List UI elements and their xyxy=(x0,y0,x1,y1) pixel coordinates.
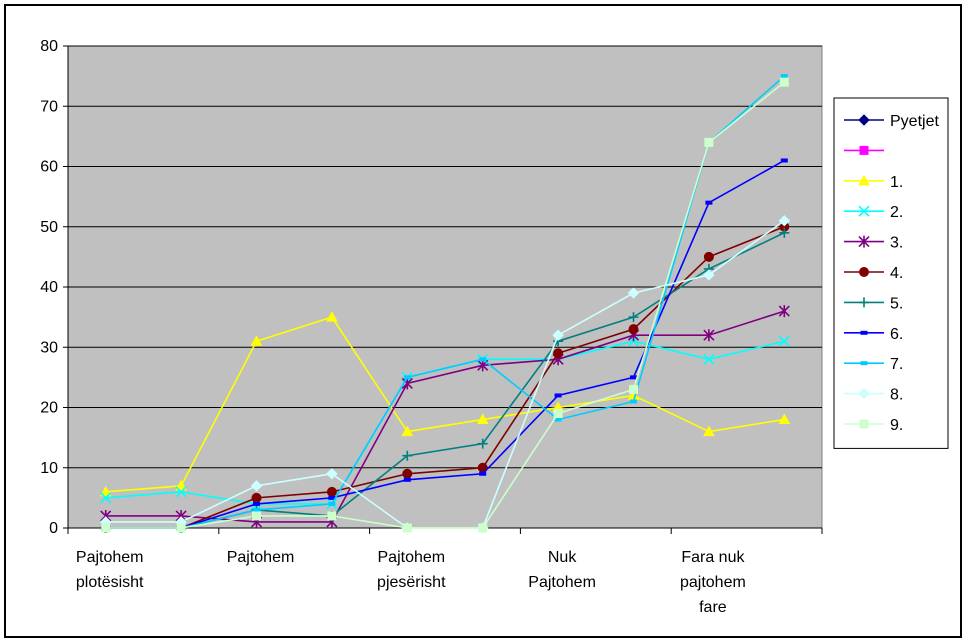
data-point xyxy=(629,325,638,334)
data-point xyxy=(404,376,410,379)
legend-marker xyxy=(860,420,868,428)
data-point xyxy=(631,376,637,379)
x-category-label: Pajtohem xyxy=(528,574,596,591)
x-category-label: pajtohem xyxy=(680,574,746,591)
legend-marker xyxy=(860,146,868,154)
data-point xyxy=(554,349,563,358)
y-tick-label: 10 xyxy=(40,460,58,477)
y-axis-ticks: 0 10 20 30 40 50 60 70 80 xyxy=(40,38,68,537)
x-category-label: Pajtohem xyxy=(378,549,446,566)
x-category-label: plotësisht xyxy=(76,574,144,591)
data-point xyxy=(403,469,412,478)
data-point xyxy=(254,502,260,505)
x-category-label: Pajtohem xyxy=(76,549,144,566)
data-point xyxy=(554,410,562,418)
legend: Pyetjet 1. 2. 3. 4. 5. 6. 7. 8. 9. xyxy=(834,98,948,448)
legend-label: Pyetjet xyxy=(890,113,939,130)
y-tick-label: 0 xyxy=(49,520,58,537)
data-point xyxy=(327,487,336,496)
legend-label: 9. xyxy=(890,417,903,434)
data-point xyxy=(252,493,261,502)
y-tick-label: 30 xyxy=(40,339,58,356)
legend-label: 7. xyxy=(890,356,903,373)
y-tick-label: 70 xyxy=(40,98,58,115)
data-point xyxy=(555,418,561,421)
data-point xyxy=(705,138,713,146)
x-category-label: Pajtohem xyxy=(227,549,295,566)
data-point xyxy=(328,512,336,520)
x-category-label: pjesërisht xyxy=(377,574,446,591)
legend-label: 2. xyxy=(890,204,903,221)
x-axis-ticks: Pajtohem plotësisht Pajtohem Pajtohem pjesër… xyxy=(68,528,822,616)
x-category-label: fare xyxy=(699,599,727,616)
data-point xyxy=(780,78,788,86)
data-point xyxy=(404,478,410,481)
chart-frame: 0 10 20 30 40 50 60 70 80 Pajtohem plotësisht Pajt… xyxy=(4,4,962,638)
legend-marker xyxy=(861,331,867,334)
y-tick-label: 80 xyxy=(40,38,58,55)
legend-label: 4. xyxy=(890,265,903,282)
x-category-label: Fara nuk xyxy=(681,549,745,566)
data-point xyxy=(479,524,487,532)
data-point xyxy=(781,159,787,162)
legend-label: 3. xyxy=(890,235,903,252)
data-point xyxy=(254,508,260,511)
legend-label: 5. xyxy=(890,295,903,312)
legend-label: 6. xyxy=(890,326,903,343)
data-point xyxy=(781,75,787,78)
data-point xyxy=(329,502,335,505)
data-point xyxy=(403,524,411,532)
data-point xyxy=(631,400,637,403)
data-point xyxy=(480,358,486,361)
data-point xyxy=(630,385,638,393)
data-point xyxy=(704,252,713,261)
legend-marker xyxy=(861,362,867,365)
y-tick-label: 60 xyxy=(40,159,58,176)
y-tick-label: 40 xyxy=(40,279,58,296)
data-point xyxy=(480,472,486,475)
data-point xyxy=(177,524,185,532)
legend-marker xyxy=(860,268,869,277)
y-tick-label: 50 xyxy=(40,219,58,236)
y-tick-label: 20 xyxy=(40,400,58,417)
data-point xyxy=(253,512,261,520)
legend-label: 8. xyxy=(890,387,903,404)
data-point xyxy=(706,201,712,204)
legend-label: 1. xyxy=(890,174,903,191)
data-point xyxy=(555,394,561,397)
x-category-label: Nuk xyxy=(548,549,577,566)
data-point xyxy=(102,524,110,532)
